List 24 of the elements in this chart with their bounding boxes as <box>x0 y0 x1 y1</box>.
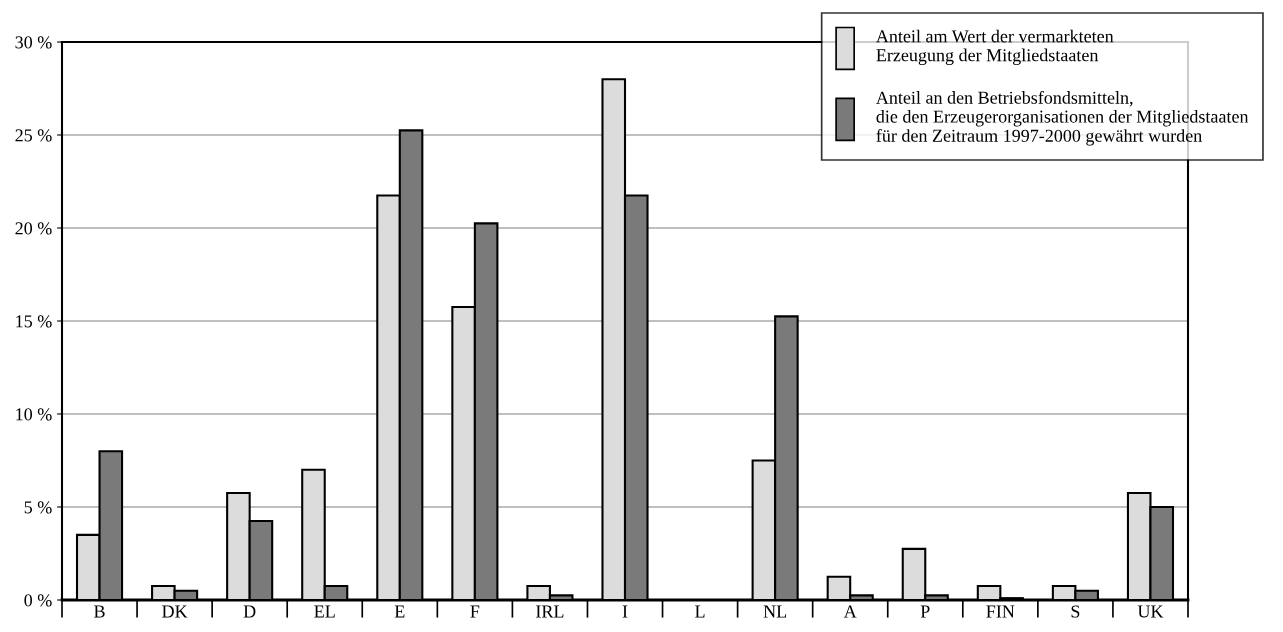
legend-label: Anteil am Wert der vermarkteten Erzeugung der Mitgliedstaaten <box>876 29 1114 66</box>
y-tick-label: 30 % <box>15 36 52 49</box>
y-tick-label: 10 % <box>16 408 52 421</box>
legend-label: Anteil an den Betriebsfondsmitteln, die den Erzeugerorganisationen der Mitgliedstaaten für den Zeitraum 1997-2000 gewährt wurden <box>876 90 1249 146</box>
x-tick-label: FIN <box>986 605 1015 618</box>
x-tick-label: L <box>695 605 705 618</box>
y-tick-label: 20 % <box>15 222 52 235</box>
y-tick-label: 0 % <box>24 594 52 607</box>
x-tick-label: IRL <box>536 605 564 618</box>
y-tick-label: 5 % <box>24 501 52 514</box>
x-tick-label: UK <box>1137 605 1164 618</box>
y-tick-label: 25 % <box>15 129 52 142</box>
y-tick-label: 15 % <box>16 315 52 328</box>
x-tick-label: D <box>243 605 256 618</box>
x-tick-label: S <box>1071 605 1080 618</box>
x-tick-label: B <box>94 605 105 618</box>
x-tick-label: A <box>843 605 857 618</box>
x-tick-label: E <box>394 605 405 618</box>
x-tick-label: P <box>920 605 930 618</box>
x-tick-label: F <box>470 605 480 618</box>
x-tick-label: I <box>622 605 628 618</box>
x-tick-label: DK <box>162 605 188 618</box>
x-tick-label: NL <box>763 605 787 618</box>
x-tick-label: EL <box>314 605 335 618</box>
